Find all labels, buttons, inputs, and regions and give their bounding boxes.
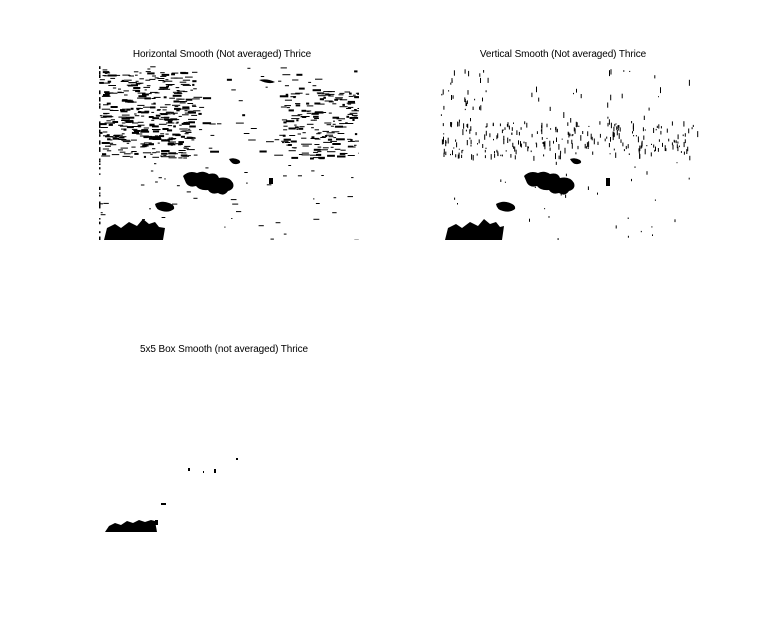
vertical-blobs: [445, 158, 610, 240]
horizontal-dash-texture: [99, 66, 359, 240]
panel-title-vertical: Vertical Smooth (Not averaged) Thrice: [479, 49, 647, 60]
vertical-dash-texture: [440, 69, 699, 240]
image-horizontal-smooth: [99, 66, 359, 240]
box-blobs: [105, 458, 238, 532]
panel-title-horizontal: Horizontal Smooth (Not averaged) Thrice: [132, 49, 312, 60]
image-box-smooth: [105, 458, 238, 532]
image-vertical-smooth: [440, 69, 699, 240]
horizontal-blobs: [104, 79, 275, 240]
panel-title-box: 5x5 Box Smooth (not averaged) Thrice: [140, 344, 308, 355]
